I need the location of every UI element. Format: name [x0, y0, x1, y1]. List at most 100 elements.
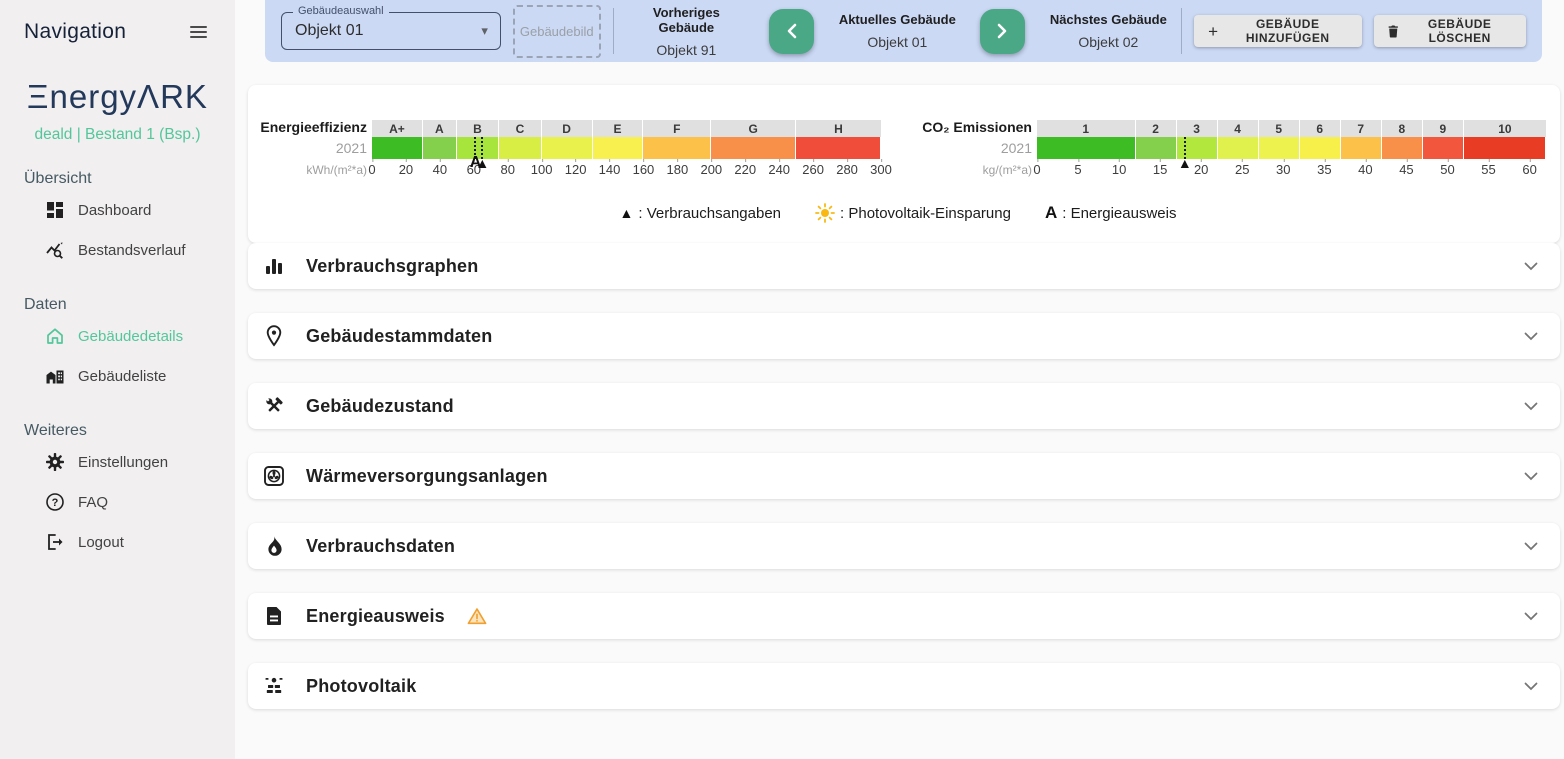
axis-tick: 15 — [1152, 159, 1168, 177]
logout-icon — [48, 534, 63, 550]
accordion-verbrauchsdaten[interactable]: Verbrauchsdaten — [248, 523, 1560, 569]
sidebar-item-label: Gebäudeliste — [78, 367, 167, 385]
axis-tick: 180 — [666, 159, 689, 177]
add-building-button[interactable]: + GEBÄUDE HINZUFÜGEN — [1194, 15, 1362, 47]
chevron-down-icon[interactable] — [1524, 472, 1538, 481]
axis-tick: 200 — [700, 159, 723, 177]
energy-charts-card: Energieeffizienz 2021 kWh/(m²*a) A+ A B C D E… — [248, 85, 1560, 243]
sidebar-item-dashboard[interactable]: Dashboard — [0, 190, 235, 230]
sidebar-item-einstellungen[interactable]: Einstellungen — [0, 442, 235, 482]
axis-row: 0 20 40 60 80 100 120 140 160 180 200 220 240 260 280 3… — [368, 159, 892, 183]
sidebar-item-faq[interactable]: ? FAQ — [0, 482, 235, 522]
section-daten: Daten — [24, 296, 67, 313]
band-label: 9 — [1422, 120, 1464, 137]
hamburger-menu-icon[interactable] — [186, 22, 211, 42]
band-label: H — [796, 120, 881, 137]
chevron-down-icon[interactable] — [1524, 262, 1538, 271]
chevron-down-icon[interactable] — [1524, 332, 1538, 341]
band-label: A — [422, 120, 457, 137]
verbrauchsangaben-marker-line — [481, 137, 484, 159]
axis-tick: 240 — [768, 159, 791, 177]
sun-icon — [815, 203, 835, 223]
chevron-down-icon[interactable] — [1524, 682, 1538, 691]
verbrauchsangaben-marker-line — [1183, 137, 1186, 159]
previous-building-button[interactable] — [769, 8, 815, 54]
co2-scale-bar: 1 2 3 4 5 6 7 8 9 10 ▲ 0 5 10 15 20 25 30 35 40 45 50 55 60 — [1033, 120, 1546, 183]
band-label: B — [456, 120, 500, 137]
chart-legend: ▲ : Verbrauchsangaben : Photovoltaik-Ein… — [250, 203, 1546, 223]
band-color-row — [1037, 137, 1546, 159]
building-select[interactable]: Gebäudeauswahl Objekt 01 ▾ — [281, 5, 501, 50]
sidebar: Navigation ΞnergyΛRK deald | Bestand 1 (… — [0, 0, 235, 759]
chevron-left-icon — [788, 23, 797, 39]
band-label: 8 — [1381, 120, 1423, 137]
chevron-down-icon[interactable] — [1524, 612, 1538, 621]
sidebar-item-gebaeudedetails[interactable]: Gebäudedetails — [0, 316, 235, 356]
trash-icon — [1388, 24, 1398, 38]
band-label: 2 — [1135, 120, 1177, 137]
chart-unit: kWh/(m²*a) — [306, 163, 367, 177]
building-select-value: Objekt 01 — [295, 22, 364, 39]
energieausweis-marker-line — [474, 137, 477, 159]
tools-icon — [265, 397, 283, 412]
sidebar-item-label: FAQ — [78, 493, 109, 511]
axis-tick: 80 — [500, 159, 515, 177]
accordion-waermeversorgungsanlagen[interactable]: Wärmeversorgungsanlagen — [248, 453, 1560, 499]
band-label: F — [643, 120, 712, 137]
band-segment — [1135, 137, 1177, 159]
band-label: 5 — [1258, 120, 1300, 137]
axis-tick: 25 — [1235, 159, 1250, 177]
building-image-label: Gebäudebild — [519, 23, 594, 39]
band-header-row: 1 2 3 4 5 6 7 8 9 10 — [1037, 120, 1546, 137]
band-segment — [1176, 137, 1218, 159]
solar-panel-icon — [265, 677, 283, 693]
axis-tick: 160 — [632, 159, 655, 177]
accordion-gebaeudezustand[interactable]: Gebäudezustand — [248, 383, 1560, 429]
axis-row: 0 5 10 15 20 25 30 35 40 45 50 55 60 — [1033, 159, 1546, 183]
axis-tick: 20 — [398, 159, 414, 177]
dashboard-icon — [47, 202, 63, 218]
warning-triangle-icon — [467, 608, 487, 625]
sidebar-item-label: Dashboard — [78, 201, 152, 219]
band-segment — [643, 137, 712, 159]
previous-building-info: Vorheriges Gebäude Objekt 91 — [652, 4, 720, 58]
sidebar-item-logout[interactable]: Logout — [0, 522, 235, 562]
building-image-upload[interactable]: Gebäudebild — [512, 4, 601, 58]
section-uebersicht: Übersicht — [24, 170, 92, 187]
band-label: 3 — [1176, 120, 1218, 137]
axis-tick: 5 — [1074, 159, 1082, 177]
band-label: 4 — [1217, 120, 1259, 137]
axis-tick: 60 — [1522, 159, 1537, 177]
band-segment — [422, 137, 457, 159]
accordion-energieausweis[interactable]: Energieausweis — [248, 593, 1560, 639]
band-label: G — [711, 120, 797, 137]
band-label: 1 — [1037, 120, 1136, 137]
energy-efficiency-chart: Energieeffizienz 2021 kWh/(m²*a) A+ A B C D E… — [250, 120, 892, 183]
delete-building-button[interactable]: GEBÄUDE LÖSCHEN — [1373, 15, 1526, 47]
certificate-a-marker: A — [1044, 203, 1058, 222]
chevron-down-icon[interactable] — [1524, 542, 1538, 551]
accordion-gebaeudestammdaten[interactable]: Gebäudestammdaten — [248, 313, 1560, 359]
axis-tick: 30 — [1276, 159, 1291, 177]
fan-icon — [264, 466, 284, 486]
sidebar-item-gebaeudeliste[interactable]: Gebäudeliste — [0, 356, 235, 396]
band-segment — [796, 137, 881, 159]
band-segment — [1340, 137, 1382, 159]
band-segment — [1217, 137, 1259, 159]
chevron-down-icon[interactable] — [1524, 402, 1538, 411]
chevron-right-icon — [998, 23, 1007, 39]
home-icon — [47, 328, 63, 344]
sidebar-item-label: Bestandsverlauf — [78, 241, 186, 259]
accordion-photovoltaik[interactable]: Photovoltaik — [248, 663, 1560, 709]
band-label: D — [541, 120, 593, 137]
energy-scale-bar: A+ A B C D E F G H A ▲ 0 20 40 60 80 100 120 140 160 180 200 2… — [368, 120, 892, 183]
axis-tick: 55 — [1481, 159, 1496, 177]
building-select-label: Gebäudeauswahl — [293, 5, 389, 17]
chart-year: 2021 — [1000, 140, 1032, 156]
next-building-button[interactable] — [980, 8, 1026, 54]
sidebar-item-bestandsverlauf[interactable]: Bestandsverlauf — [0, 230, 235, 270]
accordion-verbrauchsgraphen[interactable]: Verbrauchsgraphen — [248, 243, 1560, 289]
band-segment — [456, 137, 500, 159]
chevron-down-icon: ▾ — [481, 23, 488, 38]
